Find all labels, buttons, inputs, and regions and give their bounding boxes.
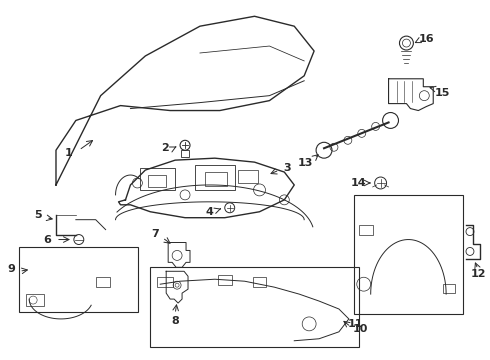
Bar xyxy=(181,150,189,157)
Text: 3: 3 xyxy=(284,163,291,173)
Bar xyxy=(359,225,373,235)
Bar xyxy=(195,165,235,190)
Text: 15: 15 xyxy=(435,88,450,98)
Bar xyxy=(238,170,258,183)
Text: 2: 2 xyxy=(161,143,169,153)
Bar xyxy=(150,267,359,347)
Text: 4: 4 xyxy=(206,207,214,217)
Bar xyxy=(26,294,44,306)
Bar xyxy=(443,284,455,293)
Bar xyxy=(252,277,267,287)
Bar xyxy=(205,172,227,186)
Text: 11: 11 xyxy=(348,319,364,329)
Text: 14: 14 xyxy=(351,178,367,188)
Text: 1: 1 xyxy=(65,148,73,158)
Text: 9: 9 xyxy=(7,264,15,274)
Bar xyxy=(148,175,166,187)
Text: 5: 5 xyxy=(34,210,42,220)
Text: 16: 16 xyxy=(418,34,434,44)
Text: 13: 13 xyxy=(297,158,313,168)
Text: 12: 12 xyxy=(471,269,487,279)
Text: 7: 7 xyxy=(151,229,159,239)
Bar xyxy=(218,275,232,285)
Bar xyxy=(96,277,110,287)
Text: 8: 8 xyxy=(171,316,179,326)
Text: 10: 10 xyxy=(353,324,368,334)
Bar xyxy=(19,247,138,312)
Bar xyxy=(157,277,173,287)
Bar xyxy=(140,168,175,190)
Bar xyxy=(354,195,463,314)
Text: 6: 6 xyxy=(43,234,51,244)
